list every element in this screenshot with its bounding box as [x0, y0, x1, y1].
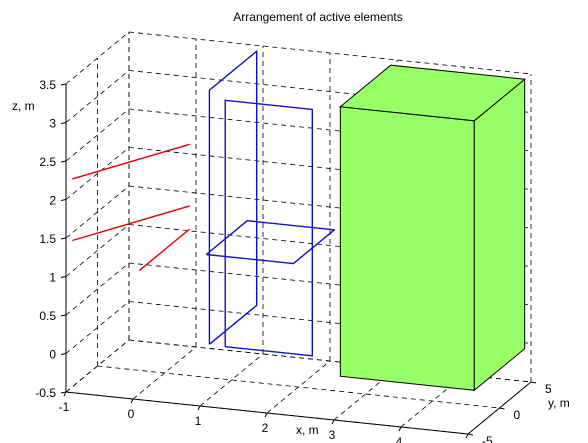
z-tick-label: 0	[49, 348, 56, 362]
z-tick-label: 2.5	[39, 155, 56, 169]
x-axis-label: x, m	[296, 423, 319, 437]
z-tick-mark	[60, 314, 67, 317]
x-tick-mark	[331, 419, 335, 425]
y-axis-ticks: -5 0 5	[482, 382, 552, 443]
grid-line	[65, 108, 130, 162]
x-tick-mark	[264, 412, 268, 418]
grid-line	[65, 185, 130, 239]
x-tick-label: -1	[59, 400, 70, 414]
x-tick-label: 1	[195, 414, 202, 428]
z-tick-mark	[60, 237, 67, 240]
x-tick-mark	[465, 433, 469, 439]
x-tick-label: 0	[128, 407, 135, 421]
x-tick-mark	[398, 426, 402, 432]
grid-line	[97, 365, 500, 409]
blue-frame-series	[224, 99, 313, 357]
red-line-series	[72, 205, 190, 242]
box-front-face	[339, 106, 475, 391]
z-tick-mark	[60, 276, 67, 278]
y-axis-label: y, m	[548, 396, 570, 410]
x-tick-label: 3	[329, 428, 336, 442]
z-tick-mark	[60, 83, 67, 86]
z-tick-mark	[60, 122, 67, 124]
box-top-face	[339, 64, 526, 122]
blue-frame-series	[208, 50, 258, 345]
x-tick-label: 2	[262, 421, 269, 435]
x-tick-mark	[197, 405, 201, 411]
grid-line	[65, 224, 130, 277]
z-tick-label: 3.5	[39, 78, 56, 92]
y-tick-label: 5	[545, 382, 552, 396]
grid-line	[128, 31, 532, 75]
y-tick-label: -5	[482, 434, 493, 443]
box-side-face	[473, 78, 526, 392]
grid-line	[65, 301, 130, 354]
z-axis-label: z, m	[12, 99, 35, 113]
y-tick-label: 0	[514, 408, 521, 422]
grid-line	[199, 353, 264, 407]
z-tick-label: 2	[49, 194, 56, 208]
blue-frame-series	[205, 219, 336, 265]
grid-line	[65, 70, 130, 123]
z-tick-label: 1	[49, 271, 56, 285]
y-tick-mark	[499, 407, 505, 410]
grid-line	[333, 367, 398, 421]
plot-area	[72, 50, 526, 392]
x-tick-mark	[63, 391, 67, 397]
z-tick-label: 3	[49, 117, 56, 131]
x-tick-mark	[130, 398, 134, 404]
z-tick-label: -0.5	[35, 386, 56, 400]
grid-line	[65, 262, 130, 316]
z-tick-mark	[60, 160, 67, 163]
red-line-series	[72, 143, 190, 180]
red-line-series	[138, 228, 191, 272]
z-tick-label: 1.5	[39, 232, 56, 246]
y-tick-mark	[467, 433, 474, 436]
z-tick-mark	[60, 353, 67, 355]
x-tick-label: 4	[396, 435, 403, 443]
chart-title: Arrangement of active elements	[233, 10, 402, 24]
axes	[60, 83, 537, 439]
grid-line	[65, 31, 130, 85]
grid-line	[65, 147, 130, 200]
y-tick-mark	[530, 381, 537, 384]
z-tick-mark	[60, 199, 67, 201]
z-tick-label: 0.5	[39, 309, 56, 323]
z-tick-mark	[60, 391, 67, 394]
z-axis-ticks: -0.5 0 0.5 1 1.5 2 2.5 3 3.5	[35, 78, 56, 400]
